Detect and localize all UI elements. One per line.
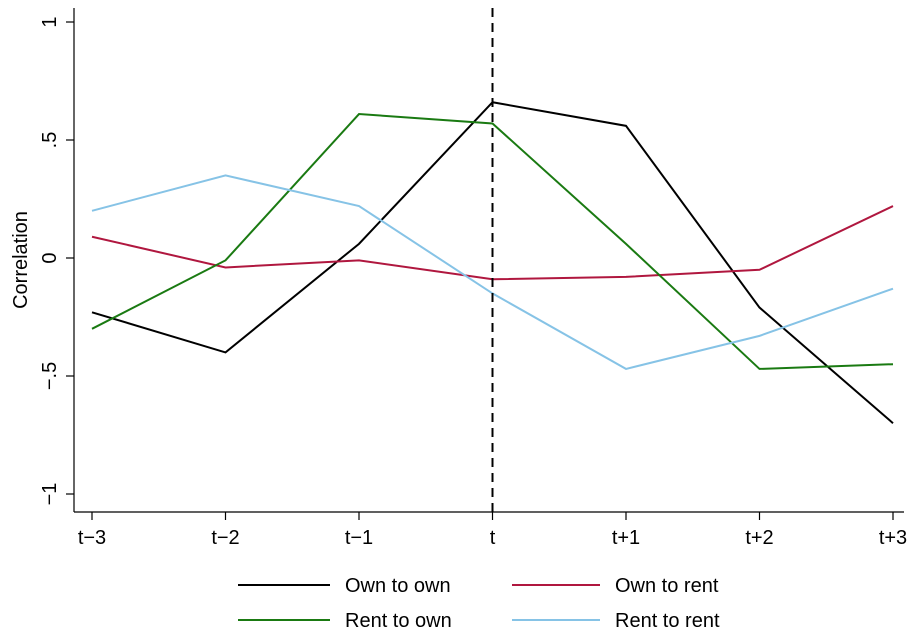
plot-area — [91, 8, 894, 512]
legend: Own to own Own to rent Rent to own Rent to … — [238, 575, 720, 632]
legend-label: Rent to own — [345, 610, 452, 632]
y-tick-label: −1 — [39, 483, 61, 506]
y-tick-label: −.5 — [39, 362, 61, 390]
x-tick-label: t−3 — [78, 527, 106, 549]
legend-label: Own to rent — [615, 575, 719, 597]
axes: −1 −.5 0 .5 1 t−3 t−2 t−1 t t+1 t+2 t+3 Correlation — [10, 8, 907, 549]
legend-label: Rent to rent — [615, 610, 720, 632]
series-line-rent-to-own — [91, 113, 894, 370]
legend-label: Own to own — [345, 575, 451, 597]
y-axis-title: Correlation — [10, 211, 32, 309]
y-tick-label: 0 — [39, 252, 61, 263]
y-tick-label: .5 — [39, 132, 61, 149]
x-tick-label: t+1 — [612, 527, 640, 549]
x-tick-label: t−2 — [211, 527, 239, 549]
x-tick-label: t−1 — [345, 527, 373, 549]
y-tick-label: 1 — [39, 16, 61, 27]
x-tick-label: t+2 — [745, 527, 773, 549]
x-tick-label: t — [490, 527, 496, 549]
x-tick-label: t+3 — [879, 527, 907, 549]
